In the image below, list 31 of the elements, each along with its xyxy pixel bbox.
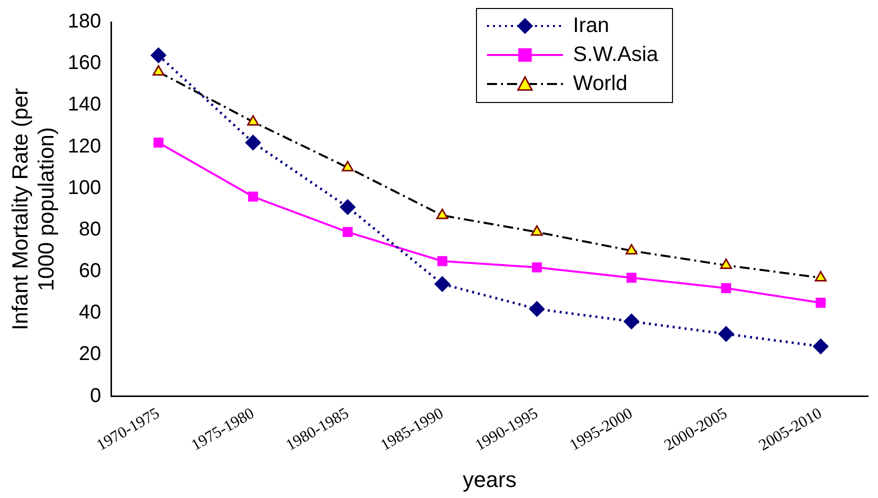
point: [153, 138, 164, 148]
legend-label: S.W.Asia: [573, 42, 658, 66]
point: [437, 256, 448, 266]
point: [342, 227, 353, 238]
point: [812, 338, 828, 354]
x-axis-title: years: [462, 466, 516, 492]
y-tick-label: 40: [78, 302, 102, 324]
y-tick-label: 180: [68, 10, 102, 33]
point: [434, 276, 450, 292]
y-tick-label: 80: [78, 218, 102, 240]
y-tick-label: 20: [78, 343, 102, 366]
y-tick-label: 160: [68, 52, 102, 74]
y-axis-title: Infant Mortality Rate (per 1000 population): [7, 88, 59, 330]
y-tick-label: 60: [78, 260, 102, 282]
y-tick-label: 120: [68, 135, 102, 158]
point: [340, 199, 356, 215]
point: [245, 134, 261, 150]
point: [626, 272, 636, 283]
point: [529, 301, 545, 317]
point: [816, 298, 826, 308]
legend-label: World: [573, 72, 628, 96]
point: [532, 262, 542, 272]
point: [721, 283, 732, 294]
y-tick-label: 140: [68, 94, 102, 116]
legend-label: Iran: [573, 14, 610, 38]
y-tick-label: 0: [90, 384, 102, 407]
y-tick-label: 100: [68, 176, 102, 199]
point: [718, 326, 734, 342]
point: [150, 48, 166, 64]
point: [624, 314, 640, 330]
point: [248, 192, 258, 202]
